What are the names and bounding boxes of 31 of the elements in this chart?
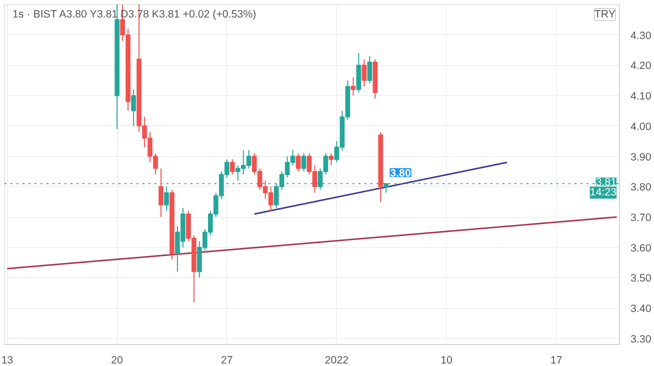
candlestick [301,152,306,172]
annotation: 3.80 [390,168,411,180]
x-tick-label: 20 [111,354,124,366]
y-tick-label: 4.10 [630,90,652,103]
candlestick [230,158,235,175]
candlestick [164,186,169,212]
y-tick-label: 3.70 [630,212,652,224]
y-tick-label: 4.30 [630,30,652,42]
y-tick-label: 3.30 [630,333,652,346]
candlestick [350,76,356,96]
x-tick-label: 17 [550,354,562,366]
y-axis-title: TRY [594,8,616,20]
y-tick-label: 3.40 [630,303,652,316]
x-tick-label: 2022 [324,354,349,366]
ref-line-label: 3.81 [596,176,617,189]
y-tick-label: 4.00 [630,120,652,133]
candlestick [296,152,301,172]
y-tick-label: 4.20 [630,60,652,72]
x-tick-label: 10 [440,354,453,366]
candlestick [131,89,136,126]
y-tick-label: 3.80 [630,182,652,194]
y-tick-label: 3.90 [630,151,652,164]
x-tick-label: 27 [220,354,233,366]
candlestick [158,168,164,218]
candlestick [328,152,334,166]
y-tick-label: 3.50 [630,272,652,285]
x-tick-label: 13 [1,354,14,366]
candlestick [362,58,367,87]
annotation: 14:23 [590,186,617,199]
candlestick [367,56,372,84]
y-tick-label: 3.60 [630,242,652,254]
